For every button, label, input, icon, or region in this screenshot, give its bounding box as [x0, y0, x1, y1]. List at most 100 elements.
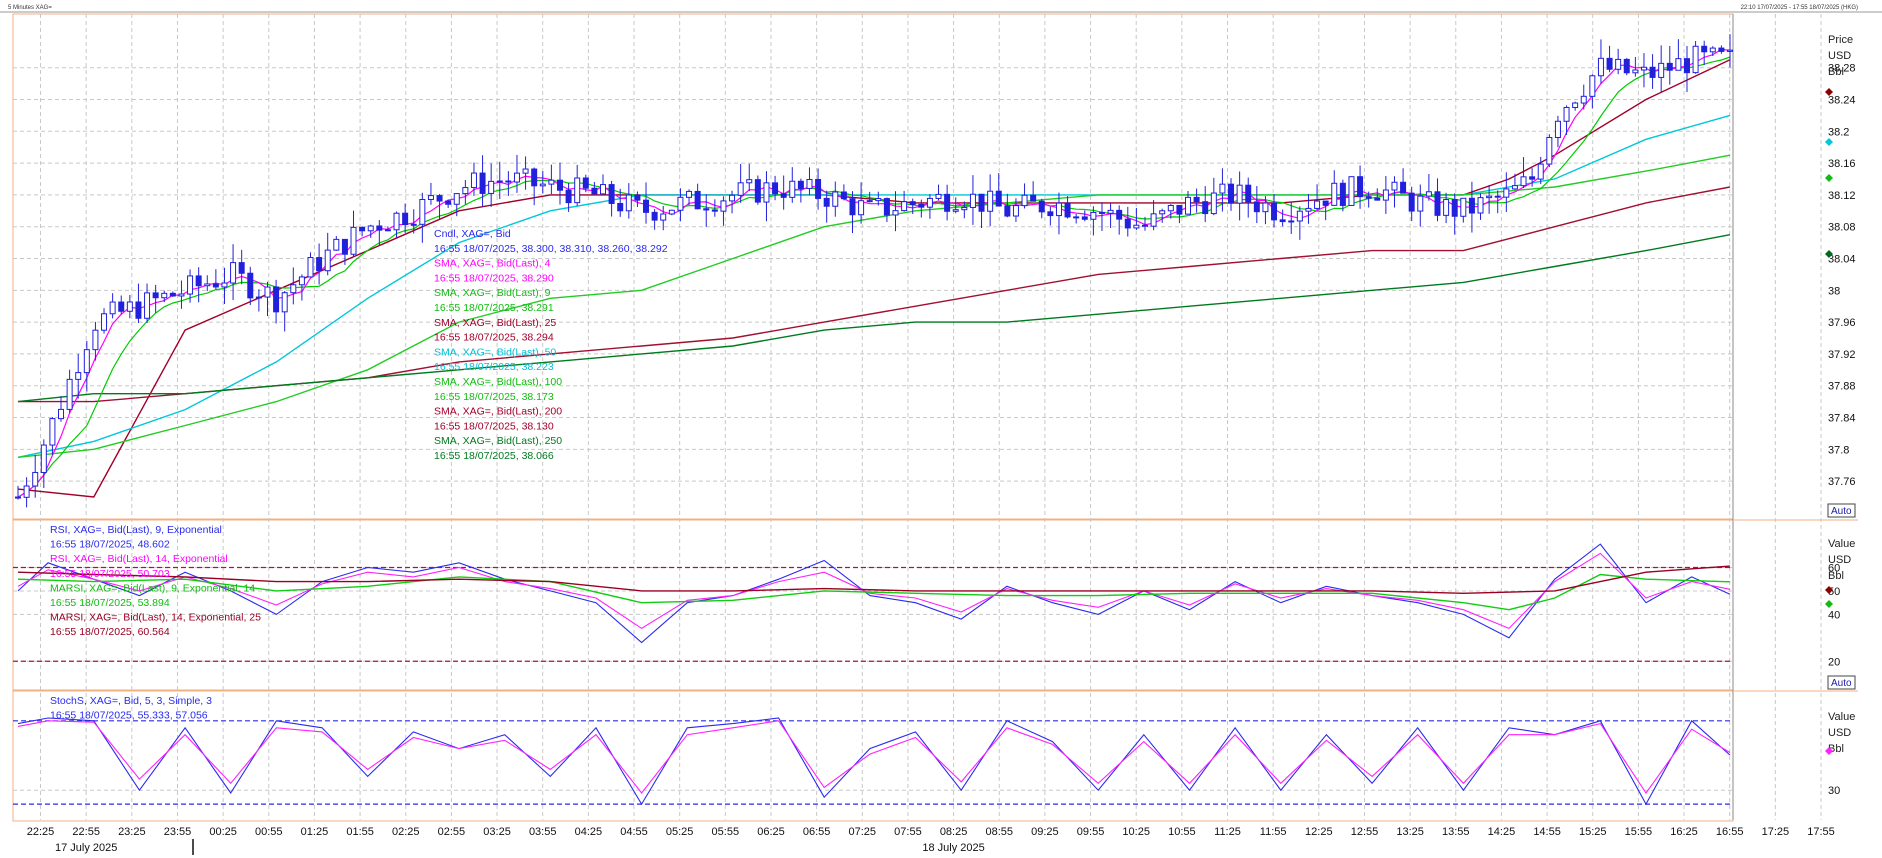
candle-body	[1348, 176, 1355, 206]
candle-body	[608, 184, 615, 204]
candle-body	[1417, 195, 1424, 212]
candle-body	[1262, 202, 1269, 213]
candle-body	[1141, 224, 1148, 227]
y-tick-label: 40	[1828, 609, 1840, 621]
price-axis-header: Price USD Bbl	[1828, 34, 1853, 78]
x-tick-label: 14:25	[1488, 826, 1516, 838]
candle-body	[316, 257, 323, 272]
legend-value: 16:55 18/07/2025, 38.223	[434, 361, 554, 373]
candle-body	[307, 257, 314, 278]
y-tick-label: 38.24	[1828, 95, 1856, 107]
candle-body	[1718, 47, 1725, 52]
candle-body	[1288, 220, 1295, 223]
x-tick-label: 13:25	[1396, 826, 1424, 838]
candle-body	[470, 172, 477, 189]
x-tick-label: 22:25	[27, 826, 55, 838]
candle-body	[1477, 197, 1484, 214]
candle-body	[49, 418, 56, 446]
rsi-auto-button[interactable]: Auto	[1827, 675, 1856, 690]
indicator-levels	[13, 566, 1733, 805]
candle-body	[556, 179, 563, 191]
candle-body	[1339, 182, 1346, 206]
candle-body	[169, 292, 176, 297]
legend-title: SMA, XAG=, Bid(Last), 50	[434, 346, 556, 358]
candle-body	[892, 210, 899, 216]
stoch-axis-header: Value USD Bbl	[1828, 711, 1855, 755]
x-tick-label: 10:25	[1122, 826, 1150, 838]
x-tick-label: 23:25	[118, 826, 146, 838]
candle-body	[806, 179, 813, 189]
candle-body	[926, 197, 933, 208]
candle-body	[617, 202, 624, 212]
candle-body	[1580, 95, 1587, 104]
candle-body	[1597, 57, 1604, 77]
candle-body	[1202, 201, 1209, 215]
candle-body	[195, 275, 202, 287]
price-auto-button[interactable]: Auto	[1827, 503, 1856, 518]
rsi-marker	[1825, 586, 1833, 594]
candle-body	[918, 203, 925, 208]
candle-body	[1727, 49, 1733, 52]
x-tick-label: 11:55	[1260, 826, 1287, 838]
candle-body	[952, 209, 959, 212]
y-tick-label: 38.16	[1828, 158, 1856, 170]
candle-body	[298, 276, 305, 286]
rsi-series-line	[17, 543, 1731, 644]
x-tick-label: 12:25	[1305, 826, 1333, 838]
candle-body	[1176, 204, 1183, 215]
rsi-lines	[17, 543, 1731, 644]
candle-body	[995, 190, 1002, 207]
candle-body	[187, 275, 194, 295]
x-tick-label: 09:25	[1031, 826, 1059, 838]
candle-body	[797, 180, 804, 189]
candle-body	[901, 201, 908, 212]
candle-body	[230, 262, 237, 284]
candle-body	[1314, 200, 1321, 209]
candle-body	[711, 209, 718, 212]
candle-body	[1064, 202, 1071, 218]
candle-body	[1159, 210, 1166, 215]
candle-body	[40, 444, 47, 473]
stochastic-lines	[17, 717, 1731, 806]
candle-body	[32, 471, 39, 487]
legend-value: 16:55 18/07/2025, 38.066	[434, 450, 554, 462]
candle-body	[1185, 196, 1192, 215]
legend-title: SMA, XAG=, Bid(Last), 200	[434, 406, 562, 418]
candle-body	[204, 283, 211, 287]
candle-body	[212, 283, 219, 288]
candle-body	[961, 206, 968, 211]
candle-body	[1047, 211, 1054, 217]
candle-body	[1529, 176, 1536, 180]
y-tick-label: 38.08	[1828, 222, 1856, 234]
x-tick-label: 09:55	[1077, 826, 1105, 838]
x-tick-label: 02:55	[438, 826, 466, 838]
candle-body	[634, 194, 641, 201]
candle-body	[1391, 181, 1398, 191]
legend-value: 16:55 18/07/2025, 38.300, 38.310, 38.260…	[434, 243, 668, 255]
candle-body	[1116, 209, 1123, 220]
candle-body	[1012, 205, 1019, 217]
candle-body	[161, 292, 168, 299]
candle-body	[780, 193, 787, 198]
stoch-panel	[12, 690, 1734, 822]
last-value-markers	[1825, 88, 1833, 755]
x-tick-label: 02:25	[392, 826, 420, 838]
svg-text:USD: USD	[1828, 727, 1851, 739]
sma-9-line	[17, 56, 1731, 498]
candle-body	[58, 408, 65, 420]
rsi-series-line	[17, 552, 1731, 630]
y-tick-label: 37.76	[1828, 476, 1856, 488]
legend-value: 16:55 18/07/2025, 48.602	[50, 539, 170, 551]
candle-body	[144, 292, 151, 319]
candle-body	[1537, 163, 1544, 180]
candle-body	[273, 286, 280, 313]
legend-value: 16:55 18/07/2025, 60.564	[50, 626, 170, 638]
x-tick-label: 06:55	[803, 826, 831, 838]
candle-body	[359, 226, 366, 232]
x-tick-label: 03:25	[483, 826, 511, 838]
legend-value: 16:55 18/07/2025, 50.703	[50, 568, 170, 580]
legend-title: SMA, XAG=, Bid(Last), 100	[434, 376, 562, 388]
candle-body	[479, 172, 486, 194]
stoch-d-line	[17, 720, 1731, 794]
legend-value: 16:55 18/07/2025, 55.333, 57.056	[50, 710, 208, 722]
